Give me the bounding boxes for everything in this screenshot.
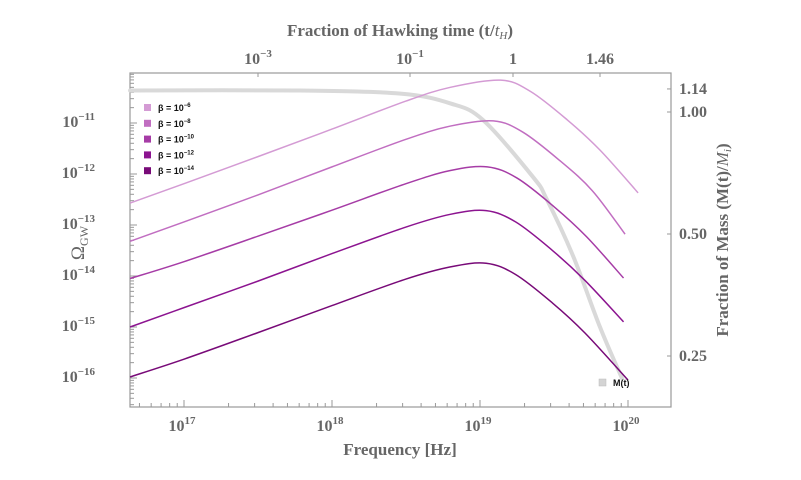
y-tick-label: 10−11 xyxy=(62,111,95,131)
plot-area xyxy=(128,79,639,381)
right-y-tick-label: 0.50 xyxy=(679,226,707,243)
y-tick-label: 10−14 xyxy=(62,264,96,284)
legend-label-mass: M(t) xyxy=(613,378,630,388)
legend-label: β = 10−10 xyxy=(158,135,195,145)
y-tick-label: 10−13 xyxy=(62,213,96,233)
right-y-tick-label: 1.14 xyxy=(679,81,707,98)
legend-swatch-mass xyxy=(598,378,607,387)
legend-swatch xyxy=(144,151,151,159)
x-tick-label: 1017 xyxy=(169,415,197,435)
legend-label: β = 10−6 xyxy=(158,103,191,113)
series-line-3 xyxy=(129,165,625,280)
legend-swatch xyxy=(144,167,151,175)
legend-swatch xyxy=(144,104,151,111)
top-x-tick-label: 1 xyxy=(509,51,517,68)
x-axis-title: Frequency [Hz] xyxy=(343,440,456,459)
series-line-1 xyxy=(129,79,639,204)
x-tick-label: 1020 xyxy=(613,415,641,435)
x-tick-label: 1019 xyxy=(465,415,493,435)
top-x-tick-label: 1.46 xyxy=(586,51,614,68)
legend-label: β = 10−14 xyxy=(158,166,195,176)
y-tick-label: 10−16 xyxy=(62,366,96,386)
y-tick-label: 10−15 xyxy=(62,315,96,335)
x-tick-label: 1018 xyxy=(317,415,345,435)
series-line-2 xyxy=(129,119,626,243)
top-x-tick-label: 10−1 xyxy=(396,48,424,68)
series-line-5 xyxy=(129,262,629,381)
legend: β = 10−6 β = 10−8 β = 10−10 β = 10−12 β = 10… xyxy=(144,103,630,388)
y-axis-title: ΩGW xyxy=(68,225,91,260)
series-line-4 xyxy=(129,209,625,328)
legend-label: β = 10−12 xyxy=(158,150,195,160)
legend-swatch xyxy=(144,135,151,143)
top-x-axis-title: Fraction of Hawking time (t/tH) xyxy=(287,21,513,42)
right-y-axis-title: Fraction of Mass (M(t)/Mi) xyxy=(713,143,734,336)
legend-label: β = 10−8 xyxy=(158,119,191,129)
top-x-tick-label: 10−3 xyxy=(244,48,272,68)
right-y-tick-label: 0.25 xyxy=(679,348,707,365)
legend-swatch xyxy=(144,119,151,127)
mass-fraction-curve xyxy=(128,88,625,381)
right-y-tick-label: 1.00 xyxy=(679,104,707,121)
y-tick-label: 10−12 xyxy=(62,162,96,182)
axes: 1017 1018 1019 102010−1110−1210−1310−1410−1… xyxy=(62,48,707,435)
